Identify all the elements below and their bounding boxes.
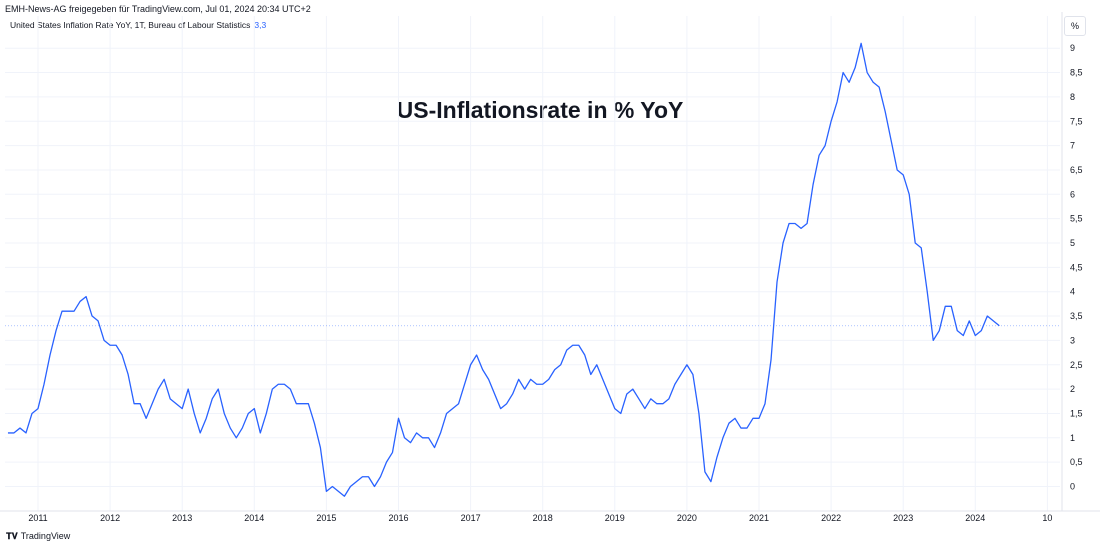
price-scale-unit-button[interactable]: % (1064, 16, 1086, 36)
y-tick-label: 5,5 (1070, 214, 1083, 224)
series-legend[interactable]: United States Inflation Rate YoY, 1T, Bu… (10, 20, 266, 30)
chart-title-text: US-Inflationsrate in % YoY (396, 97, 684, 123)
x-tick-label: 2015 (316, 513, 336, 523)
y-tick-label: 7,5 (1070, 116, 1083, 126)
x-tick-label: 2018 (533, 513, 553, 523)
y-tick-label: 4,5 (1070, 262, 1083, 272)
x-tick-label: 2022 (821, 513, 841, 523)
footer-brand: 𝐓𝐕 TradingView (6, 531, 70, 542)
series-legend-value: 3,3 (254, 20, 267, 30)
y-tick-label: 3 (1070, 335, 1075, 345)
tradingview-logo-icon: 𝐓𝐕 (6, 531, 18, 541)
x-tick-label: 2019 (605, 513, 625, 523)
y-tick-label: 1,5 (1070, 408, 1083, 418)
footer-brand-text: TradingView (20, 531, 71, 541)
y-tick-label: 2,5 (1070, 360, 1083, 370)
y-tick-label: 7 (1070, 141, 1075, 151)
x-tick-label: 2014 (244, 513, 264, 523)
inflation-series-line (7, 42, 1000, 497)
x-tick-label: 2013 (172, 513, 192, 523)
y-tick-label: 9 (1070, 43, 1075, 53)
x-tick-label: 2021 (749, 513, 769, 523)
y-tick-label: 6,5 (1070, 165, 1083, 175)
y-tick-label: 2 (1070, 384, 1075, 394)
x-tick-label: 2024 (965, 513, 985, 523)
series-legend-label: United States Inflation Rate YoY, 1T, Bu… (10, 20, 251, 30)
y-tick-label: 8,5 (1070, 68, 1083, 78)
chart-header: EMH-News-AG freigegeben für TradingView.… (5, 4, 311, 14)
x-tick-label: 2012 (100, 513, 120, 523)
y-tick-label: 1 (1070, 433, 1075, 443)
x-tick-label: 2023 (893, 513, 913, 523)
x-tick-label: 2017 (461, 513, 481, 523)
y-tick-label: 3,5 (1070, 311, 1083, 321)
y-tick-label: 5 (1070, 238, 1075, 248)
y-tick-label: 6 (1070, 189, 1075, 199)
x-tick-label: 10 (1042, 513, 1052, 523)
y-tick-label: 8 (1070, 92, 1075, 102)
y-tick-label: 0 (1070, 482, 1075, 492)
chart-title: US-Inflationsrate in % YoY (0, 97, 1080, 124)
x-tick-label: 2016 (388, 513, 408, 523)
x-tick-label: 2011 (28, 513, 47, 523)
y-tick-label: 0,5 (1070, 457, 1083, 467)
y-tick-label: 4 (1070, 287, 1075, 297)
x-tick-label: 2020 (677, 513, 697, 523)
